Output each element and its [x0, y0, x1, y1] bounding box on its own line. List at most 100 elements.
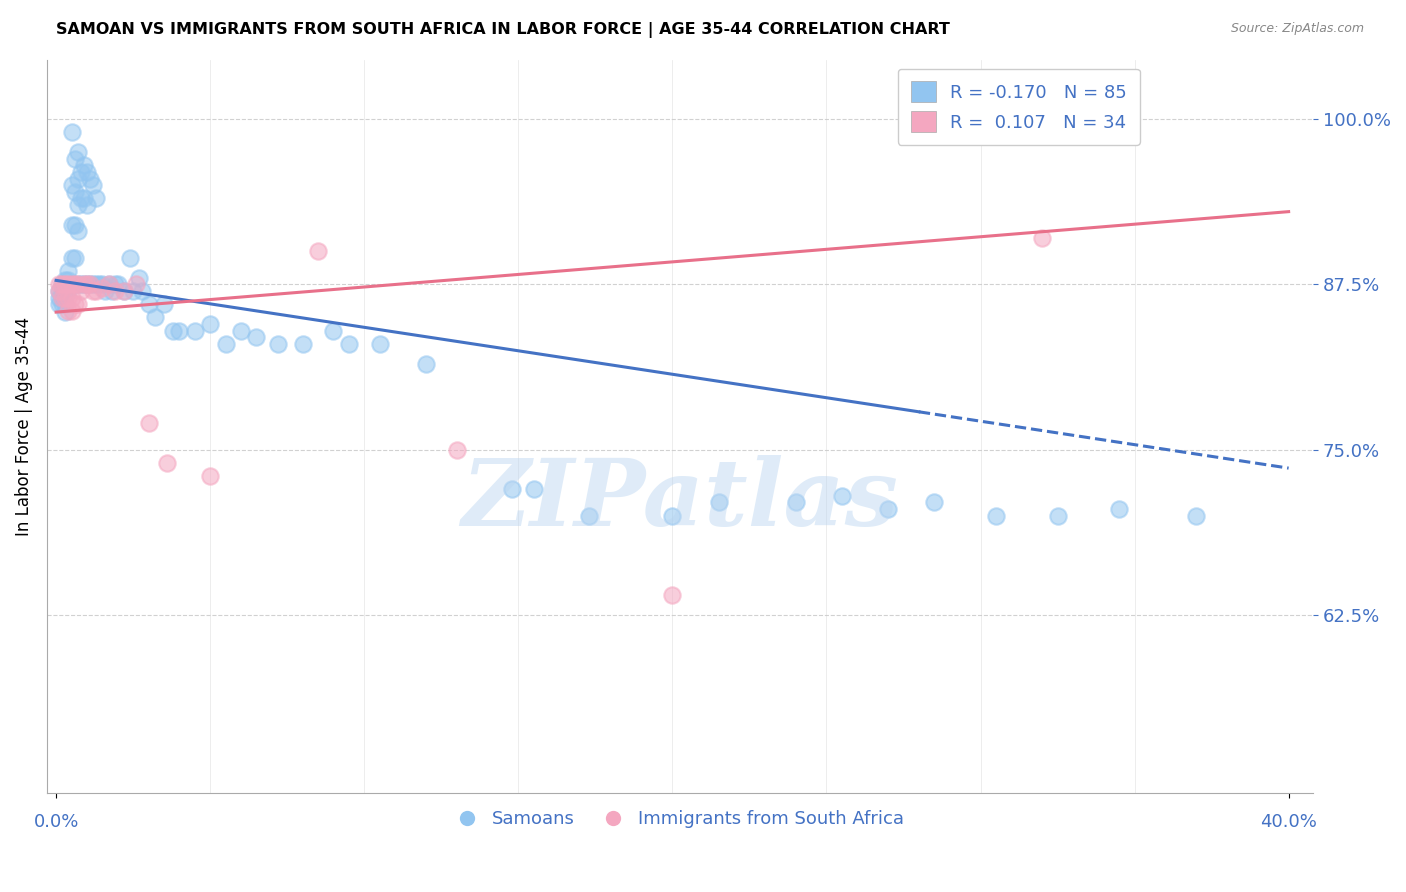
- Point: [122, 284, 145, 298]
- Point: [63, 185, 86, 199]
- Point: [79, 277, 101, 292]
- Point: [51, 297, 73, 311]
- Point: [63, 277, 86, 292]
- Point: [82, 178, 104, 193]
- Point: [76, 277, 98, 292]
- Point: [125, 277, 148, 292]
- Point: [69, 284, 91, 298]
- Point: [58, 277, 80, 292]
- Point: [877, 502, 900, 516]
- Point: [66, 224, 89, 238]
- Point: [53, 273, 76, 287]
- Point: [1046, 508, 1069, 523]
- Point: [245, 330, 267, 344]
- Point: [1108, 502, 1130, 516]
- Point: [446, 442, 468, 457]
- Point: [53, 291, 76, 305]
- Point: [153, 297, 176, 311]
- Point: [198, 469, 221, 483]
- Point: [94, 284, 117, 298]
- Point: [60, 218, 83, 232]
- Point: [322, 324, 344, 338]
- Point: [66, 198, 89, 212]
- Point: [76, 198, 98, 212]
- Point: [84, 191, 107, 205]
- Point: [707, 495, 730, 509]
- Text: Source: ZipAtlas.com: Source: ZipAtlas.com: [1230, 22, 1364, 36]
- Point: [60, 277, 83, 292]
- Point: [53, 277, 76, 292]
- Point: [501, 483, 523, 497]
- Point: [60, 178, 83, 193]
- Point: [58, 291, 80, 305]
- Point: [79, 277, 101, 292]
- Point: [69, 277, 91, 292]
- Point: [51, 284, 73, 298]
- Point: [415, 357, 437, 371]
- Point: [1031, 231, 1053, 245]
- Point: [66, 277, 89, 292]
- Point: [58, 264, 80, 278]
- Point: [84, 277, 107, 292]
- Point: [82, 284, 104, 298]
- Point: [922, 495, 945, 509]
- Point: [169, 324, 191, 338]
- Point: [128, 270, 150, 285]
- Point: [53, 297, 76, 311]
- Point: [100, 284, 122, 298]
- Point: [63, 152, 86, 166]
- Point: [48, 284, 70, 298]
- Point: [198, 317, 221, 331]
- Point: [107, 277, 129, 292]
- Point: [73, 277, 96, 292]
- Point: [66, 297, 89, 311]
- Point: [51, 291, 73, 305]
- Point: [76, 165, 98, 179]
- Point: [76, 277, 98, 292]
- Point: [66, 145, 89, 160]
- Point: [91, 281, 114, 295]
- Point: [58, 303, 80, 318]
- Text: SAMOAN VS IMMIGRANTS FROM SOUTH AFRICA IN LABOR FORCE | AGE 35-44 CORRELATION CH: SAMOAN VS IMMIGRANTS FROM SOUTH AFRICA I…: [56, 22, 950, 38]
- Point: [104, 277, 127, 292]
- Y-axis label: In Labor Force | Age 35-44: In Labor Force | Age 35-44: [15, 317, 32, 536]
- Point: [48, 284, 70, 298]
- Point: [138, 416, 160, 430]
- Point: [162, 324, 184, 338]
- Point: [267, 336, 290, 351]
- Point: [58, 284, 80, 298]
- Point: [48, 291, 70, 305]
- Point: [79, 171, 101, 186]
- Point: [60, 303, 83, 318]
- Point: [984, 508, 1007, 523]
- Point: [661, 508, 683, 523]
- Point: [214, 336, 236, 351]
- Point: [578, 508, 600, 523]
- Point: [291, 336, 314, 351]
- Point: [60, 291, 83, 305]
- Point: [63, 251, 86, 265]
- Point: [184, 324, 207, 338]
- Point: [82, 277, 104, 292]
- Point: [53, 305, 76, 319]
- Point: [58, 273, 80, 287]
- Point: [73, 191, 96, 205]
- Point: [89, 277, 111, 292]
- Point: [73, 277, 96, 292]
- Text: 0.0%: 0.0%: [34, 814, 79, 831]
- Point: [51, 277, 73, 292]
- Point: [66, 171, 89, 186]
- Point: [60, 277, 83, 292]
- Point: [53, 281, 76, 295]
- Point: [138, 297, 160, 311]
- Point: [143, 310, 166, 325]
- Point: [60, 251, 83, 265]
- Point: [307, 244, 329, 259]
- Point: [523, 483, 546, 497]
- Text: 40.0%: 40.0%: [1260, 814, 1317, 831]
- Point: [131, 284, 153, 298]
- Point: [229, 324, 252, 338]
- Point: [63, 297, 86, 311]
- Point: [91, 277, 114, 292]
- Point: [97, 277, 120, 292]
